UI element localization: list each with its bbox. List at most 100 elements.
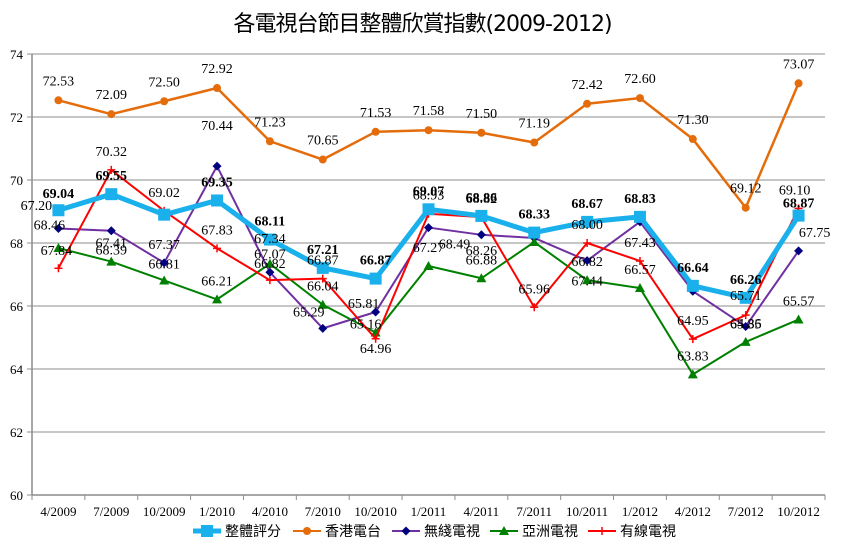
data-point <box>371 307 381 317</box>
gridlines <box>32 53 825 433</box>
data-point <box>212 294 223 304</box>
x-tick-label: 10/2011 <box>566 504 608 519</box>
data-point <box>686 279 699 292</box>
data-label: 71.23 <box>254 115 286 130</box>
data-point <box>371 127 380 136</box>
legend-label: 無綫電視 <box>424 524 480 540</box>
data-label: 67.84 <box>41 244 73 259</box>
data-label: 69.35 <box>201 175 233 190</box>
legend-item-4: 有線電視 <box>588 524 676 540</box>
data-label: 66.88 <box>466 253 498 268</box>
data-point <box>52 204 65 217</box>
data-point <box>424 126 433 135</box>
legend-label: 香港電台 <box>325 524 381 540</box>
x-tick-label: 1/2010 <box>199 504 235 519</box>
data-label: 71.50 <box>466 107 498 122</box>
data-label: 68.39 <box>96 244 128 259</box>
legend-item-1: 香港電台 <box>293 524 381 540</box>
series-0 <box>52 188 805 304</box>
x-tick-label: 7/2011 <box>516 504 552 519</box>
data-label: 67.34 <box>254 232 286 247</box>
y-tick-label: 70 <box>10 173 23 188</box>
data-label: 68.33 <box>518 208 550 223</box>
data-label: 72.50 <box>148 75 180 90</box>
data-point <box>583 239 592 247</box>
data-label: 65.29 <box>293 305 325 320</box>
legend-swatch-marker <box>303 527 311 535</box>
x-tick-label: 4/2012 <box>675 504 711 519</box>
x-tick-label: 1/2012 <box>622 504 658 519</box>
y-tick-label: 60 <box>10 488 23 503</box>
data-point <box>264 258 275 268</box>
x-tick-label: 1/2011 <box>411 504 447 519</box>
data-point <box>213 84 222 93</box>
data-label: 69.02 <box>148 186 180 201</box>
data-point <box>582 275 593 285</box>
data-point <box>318 323 328 333</box>
data-point <box>106 226 116 236</box>
data-point <box>582 256 592 266</box>
data-label: 67.21 <box>307 243 339 258</box>
data-label: 65.81 <box>348 297 380 312</box>
data-point <box>53 224 63 234</box>
data-label: 67.44 <box>571 275 603 290</box>
data-point <box>369 272 382 285</box>
series-1 <box>54 79 803 212</box>
data-label: 68.00 <box>571 218 603 233</box>
data-label: 72.92 <box>201 62 233 77</box>
data-point <box>794 246 804 256</box>
data-point <box>422 203 435 216</box>
data-label: 64.96 <box>360 342 392 357</box>
data-point <box>160 97 169 106</box>
data-point <box>635 94 644 103</box>
data-point <box>106 256 117 266</box>
data-label: 72.53 <box>43 74 75 89</box>
data-point <box>528 226 541 239</box>
data-point <box>212 161 222 171</box>
data-label: 66.57 <box>624 263 656 278</box>
data-point <box>530 303 539 312</box>
legend-item-2: 無綫電視 <box>392 524 480 540</box>
legend-swatch-marker <box>598 527 606 535</box>
data-point <box>213 244 222 253</box>
data-label: 72.09 <box>96 88 128 103</box>
data-label: 66.21 <box>201 274 233 289</box>
data-label: 65.16 <box>350 317 382 332</box>
data-label: 66.87 <box>307 254 339 269</box>
data-label: 68.87 <box>783 197 815 212</box>
data-point <box>54 264 63 273</box>
x-tick-label: 4/2009 <box>40 504 76 519</box>
chart-title: 各電視台節目整體欣賞指數(2009-2012) <box>233 12 612 37</box>
legend-label: 亞洲電視 <box>522 524 578 540</box>
data-label: 64.86 <box>730 317 762 332</box>
data-point <box>529 237 540 247</box>
data-point <box>265 267 275 277</box>
data-point <box>633 210 646 223</box>
data-point <box>739 291 752 304</box>
data-point <box>318 274 327 283</box>
data-point <box>687 369 698 379</box>
data-label: 68.46 <box>34 219 66 234</box>
data-label: 67.75 <box>799 226 831 241</box>
data-point <box>793 314 804 324</box>
x-tick-label: 10/2012 <box>777 504 820 519</box>
data-label: 70.44 <box>201 119 233 134</box>
data-point <box>477 128 486 137</box>
data-label: 71.58 <box>413 104 445 119</box>
data-point <box>741 321 751 331</box>
series-2 <box>53 161 804 333</box>
y-tick-label: 68 <box>10 236 23 251</box>
data-label: 67.27 <box>413 241 445 256</box>
data-label: 69.12 <box>730 182 762 197</box>
data-label: 66.64 <box>677 261 709 276</box>
data-label: 66.87 <box>360 254 392 269</box>
y-tick-label: 74 <box>10 47 24 62</box>
data-label: 67.41 <box>96 237 128 252</box>
data-point <box>688 135 697 144</box>
x-tick-label: 4/2011 <box>464 504 500 519</box>
y-tick-label: 72 <box>10 110 23 125</box>
data-label: 68.93 <box>413 189 445 204</box>
legend-item-3: 亞洲電視 <box>490 524 578 540</box>
y-tick-label: 62 <box>10 425 23 440</box>
x-tick-label: 7/2012 <box>728 504 764 519</box>
